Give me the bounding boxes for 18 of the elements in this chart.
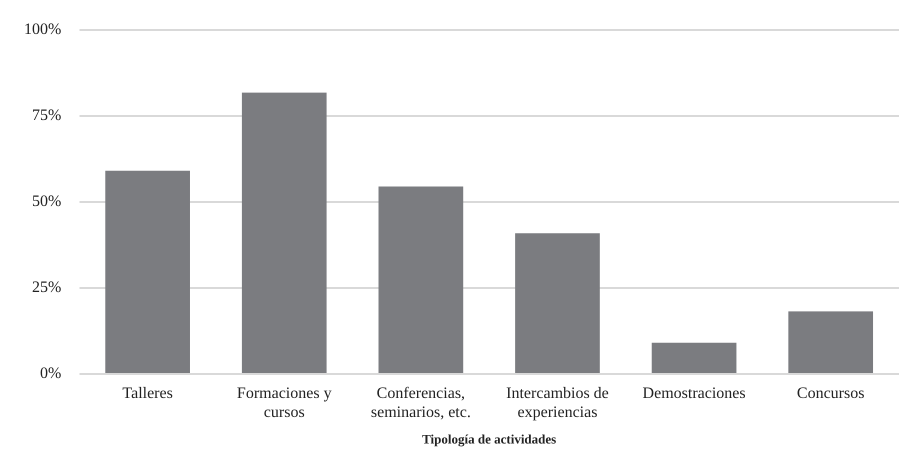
y-tick-label: 50% — [32, 193, 62, 210]
y-tick-label: 0% — [40, 365, 62, 382]
x-axis-title: Tipología de actividades — [422, 432, 556, 447]
bar — [242, 92, 327, 373]
y-tick-label: 100% — [24, 21, 62, 38]
x-tick-label: Formaciones y cursos — [236, 384, 332, 422]
bar — [788, 311, 874, 373]
bar — [652, 342, 736, 373]
bar — [105, 170, 190, 373]
bar — [515, 233, 600, 373]
bar — [378, 186, 464, 373]
y-tick-label: 75% — [32, 107, 62, 124]
y-tick-label: 25% — [32, 279, 62, 296]
x-tick-label: Concursos — [796, 384, 864, 402]
x-tick-label: Demostraciones — [642, 384, 746, 402]
x-tick-label: Intercambios de experiencias — [506, 384, 609, 422]
x-tick-label: Talleres — [122, 384, 173, 402]
x-tick-label: Conferencias, seminarios, etc. — [370, 384, 471, 422]
